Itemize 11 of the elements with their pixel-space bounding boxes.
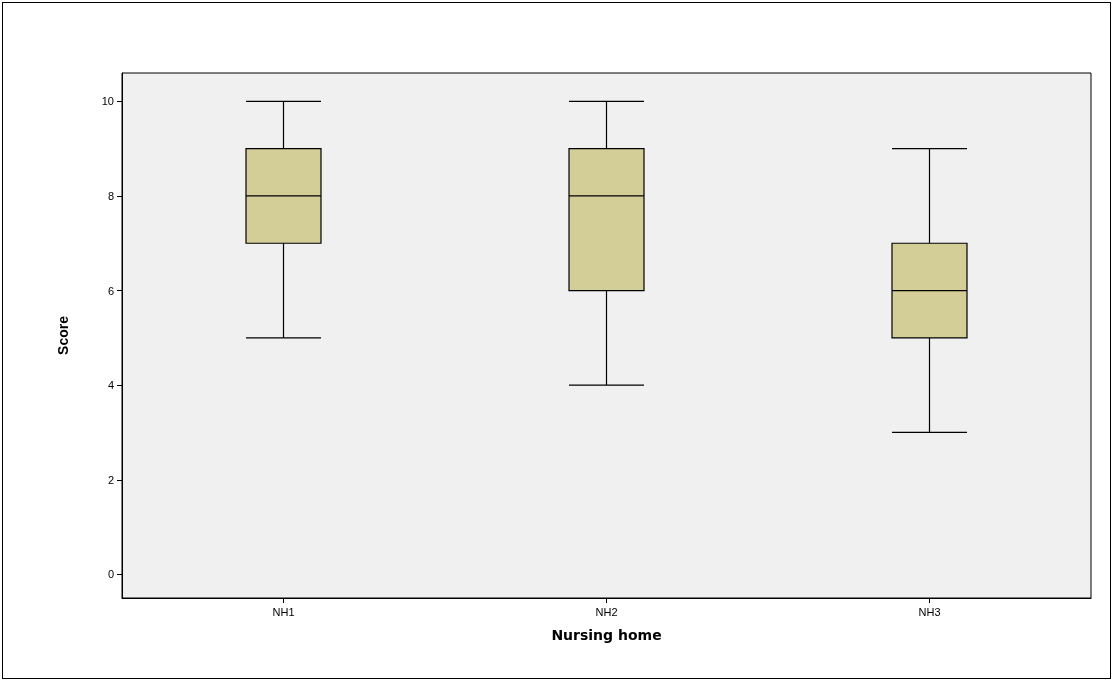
x-tick-label: NH2: [595, 605, 618, 618]
y-tick-label: 8: [107, 189, 114, 202]
y-tick-label: 4: [107, 379, 114, 392]
y-tick-label: 10: [101, 95, 114, 108]
y-axis-title: Score: [55, 315, 71, 355]
y-tick-label: 6: [107, 284, 114, 297]
y-tick-label: 2: [107, 473, 114, 486]
y-tick-label: 0: [107, 568, 114, 581]
x-tick-label: NH3: [918, 605, 941, 618]
x-tick-label: NH1: [272, 605, 295, 618]
x-axis-title: Nursing home: [551, 627, 662, 643]
